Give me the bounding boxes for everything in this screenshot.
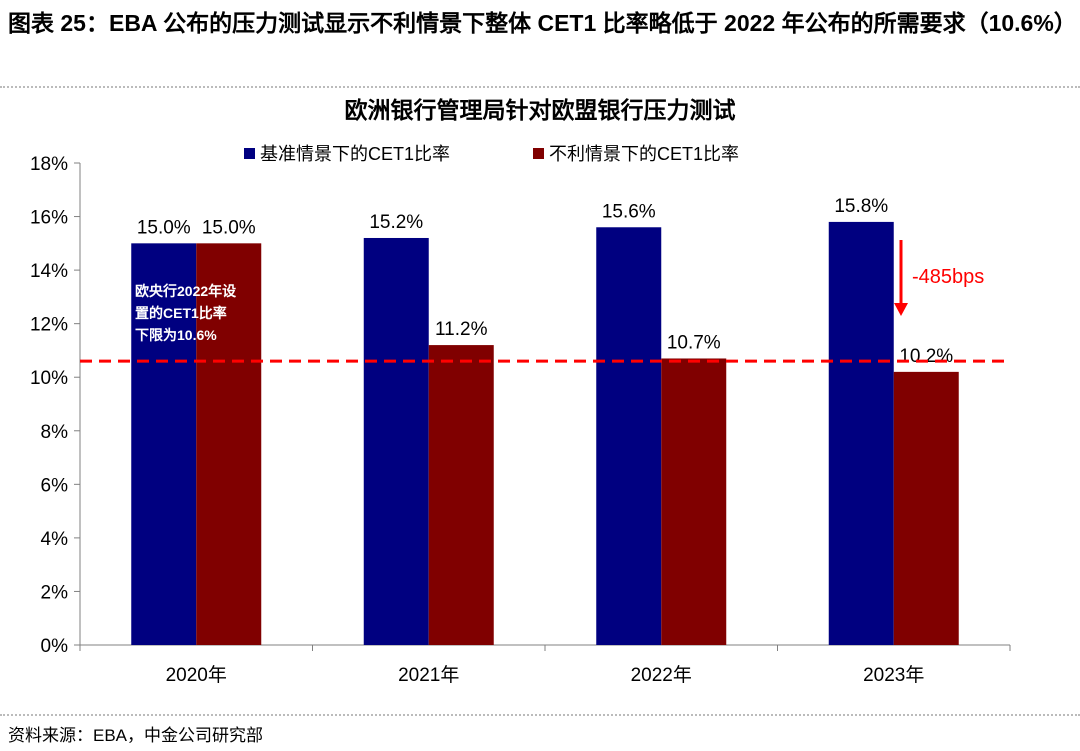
legend-swatch-adverse [533, 148, 544, 159]
data-label: 15.0% [202, 217, 256, 238]
down-arrow-head [894, 303, 908, 316]
source-note: 资料来源：EBA，中金公司研究部 [8, 726, 264, 745]
y-tick-label: 4% [41, 529, 69, 550]
y-tick-label: 8% [41, 422, 69, 443]
data-label: 15.2% [369, 212, 423, 233]
bar-baseline [131, 243, 197, 646]
change-annotation: -485bps [894, 240, 984, 316]
bar-baseline [596, 227, 662, 645]
legend-label-adverse: 不利情景下的CET1比率 [549, 144, 739, 164]
x-tick-label: 2020年 [166, 664, 227, 686]
bar-adverse [893, 371, 959, 645]
requirement-note: 欧央行2022年设 置的CET1比率 下限为10.6% [135, 283, 237, 343]
source-divider [0, 714, 1080, 716]
data-label: 15.0% [137, 217, 191, 238]
change-label: -485bps [912, 266, 984, 288]
y-tick-label: 0% [41, 636, 69, 657]
bar-adverse [661, 358, 727, 645]
plot-area: 0% 2% 4% 6% 8% 10% 12% 14% 16% 18% 2020年 15.0% 15.0%… [30, 154, 1011, 686]
y-tick-label: 16% [30, 208, 68, 229]
figure-title: 图表 25：EBA 公布的压力测试显示不利情景下整体 CET1 比率略低于 20… [8, 10, 1077, 36]
y-tick-label: 6% [41, 475, 69, 496]
legend: 基准情景下的CET1比率 不利情景下的CET1比率 [244, 144, 739, 164]
bar-adverse [428, 345, 494, 645]
bar-baseline [828, 221, 894, 645]
bar-adverse [196, 243, 262, 646]
x-tick-label: 2021年 [398, 664, 459, 686]
y-tick-label: 12% [30, 315, 68, 336]
data-label: 11.2% [435, 319, 488, 340]
requirement-note-line-2: 置的CET1比率 [135, 305, 227, 321]
y-tick-label: 2% [41, 582, 69, 603]
requirement-note-line-1: 欧央行2022年设 [135, 283, 237, 299]
y-tick-label: 14% [30, 261, 68, 282]
data-label: 10.7% [667, 332, 721, 353]
legend-swatch-baseline [244, 148, 255, 159]
y-tick-label: 10% [30, 368, 68, 389]
x-tick-label: 2022年 [631, 664, 692, 686]
requirement-note-line-3: 下限为10.6% [135, 327, 217, 343]
data-label: 10.2% [899, 346, 953, 367]
y-tick-label: 18% [30, 154, 68, 175]
title-divider [0, 86, 1080, 88]
x-tick-label: 2023年 [863, 664, 924, 686]
chart-title: 欧洲银行管理局针对欧盟银行压力测试 [345, 97, 736, 123]
bar-baseline [363, 237, 429, 645]
data-label: 15.6% [602, 201, 656, 222]
data-label: 15.8% [834, 196, 888, 217]
legend-label-baseline: 基准情景下的CET1比率 [260, 144, 450, 164]
